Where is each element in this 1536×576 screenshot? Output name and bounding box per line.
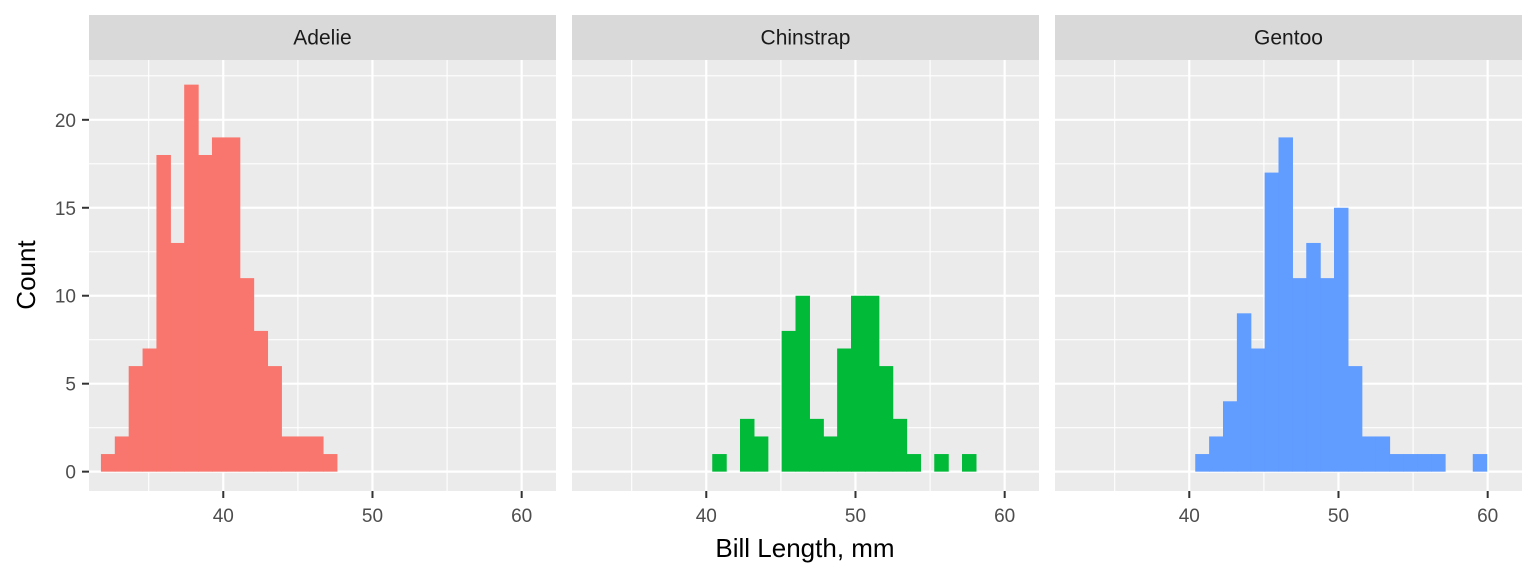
histogram-bar — [712, 454, 727, 472]
x-axis-gentoo: 40 50 60 — [1179, 491, 1498, 527]
histogram-bar — [1403, 454, 1418, 472]
facet-strip-adelie — [89, 15, 556, 60]
x-tick-label: 40 — [1179, 506, 1200, 527]
histogram-bar — [878, 366, 894, 472]
x-axis-title: Bill Length, mm — [715, 533, 894, 563]
x-tick-label: 40 — [213, 506, 234, 527]
histogram-bar — [1250, 348, 1266, 472]
histogram-bar — [1417, 454, 1432, 472]
x-tick-label: 50 — [845, 506, 866, 527]
x-tick-label: 60 — [994, 506, 1015, 527]
bars-adelie — [100, 84, 338, 472]
histogram-bar — [1278, 137, 1293, 472]
histogram-bar — [309, 436, 324, 472]
histogram-bar — [114, 436, 130, 472]
histogram-bar — [128, 366, 144, 472]
histogram-bar — [1306, 242, 1321, 472]
histogram-bar — [281, 436, 296, 472]
histogram-bar — [809, 418, 824, 472]
histogram-bar — [1264, 172, 1280, 472]
histogram-bar — [1236, 313, 1252, 472]
histogram-bar — [823, 436, 838, 472]
facet-gentoo: Gentoo 40 50 60 — [1055, 15, 1522, 527]
gridlines-chinstrap — [572, 60, 1039, 491]
histogram-bar — [1209, 436, 1224, 472]
histogram-bar — [892, 418, 908, 472]
facet-strip-gentoo — [1055, 15, 1522, 60]
histogram-bar — [753, 436, 769, 472]
histogram-bar — [198, 154, 213, 472]
bars-chinstrap — [712, 295, 977, 472]
x-axis-chinstrap: 40 50 60 — [696, 491, 1015, 527]
x-tick-label: 50 — [1328, 506, 1349, 527]
histogram-bar — [322, 454, 338, 472]
histogram-bar — [184, 84, 199, 472]
histogram-bar — [1389, 454, 1404, 472]
y-axis: 0 5 10 15 20 — [55, 111, 89, 484]
histogram-bar — [1375, 436, 1391, 472]
histogram-bar — [170, 242, 185, 472]
histogram-bar — [781, 330, 797, 472]
histogram-bar — [851, 295, 866, 472]
histogram-bar — [142, 348, 158, 472]
y-tick-label: 5 — [65, 375, 76, 396]
y-tick-label: 0 — [65, 463, 76, 484]
histogram-bar — [1347, 366, 1363, 472]
histogram-bar — [1195, 454, 1210, 472]
histogram-bar — [267, 366, 282, 472]
y-tick-label: 15 — [55, 199, 76, 220]
x-tick-label: 60 — [1477, 506, 1498, 527]
facet-adelie: Adelie 40 50 60 — [89, 15, 556, 527]
y-tick-label: 20 — [55, 111, 76, 132]
facet-label-adelie: Adelie — [293, 27, 351, 50]
histogram-bar — [1334, 207, 1349, 472]
histogram-bar — [239, 278, 255, 472]
histogram-bar — [962, 454, 977, 472]
histogram-bar — [740, 418, 755, 472]
histogram-bar — [1472, 454, 1488, 472]
x-axis-adelie: 40 50 60 — [213, 491, 532, 527]
x-tick-label: 50 — [362, 506, 383, 527]
histogram-bar — [1223, 401, 1238, 472]
histogram-bar — [906, 454, 921, 472]
bars-gentoo — [1195, 137, 1488, 472]
histogram-bar — [934, 454, 949, 472]
y-tick-label: 10 — [55, 287, 76, 308]
facet-label-chinstrap: Chinstrap — [761, 27, 851, 50]
facet-strip-chinstrap — [572, 15, 1039, 60]
y-axis-title: Count — [11, 240, 41, 310]
histogram-bar — [864, 295, 880, 472]
facet-label-gentoo: Gentoo — [1254, 27, 1323, 50]
facet-panels: Adelie 40 50 60 Chinstrap 40 50 60 Gentoo 40 50 60 — [89, 15, 1522, 527]
facet-chinstrap: Chinstrap 40 50 60 — [572, 15, 1039, 527]
x-tick-label: 40 — [696, 506, 717, 527]
x-tick-label: 60 — [511, 506, 532, 527]
histogram-bar — [837, 348, 852, 472]
histogram-bar — [211, 137, 227, 472]
histogram-bar — [1320, 278, 1335, 472]
histogram-bar — [156, 154, 171, 472]
histogram-bar — [1431, 454, 1446, 472]
histogram-bar — [100, 454, 116, 472]
histogram-bar — [253, 330, 269, 472]
histogram-bar — [795, 295, 810, 472]
histogram-bar — [225, 137, 241, 472]
histogram-bar — [295, 436, 310, 472]
histogram-bar — [1361, 436, 1377, 472]
histogram-bar — [1292, 278, 1307, 472]
